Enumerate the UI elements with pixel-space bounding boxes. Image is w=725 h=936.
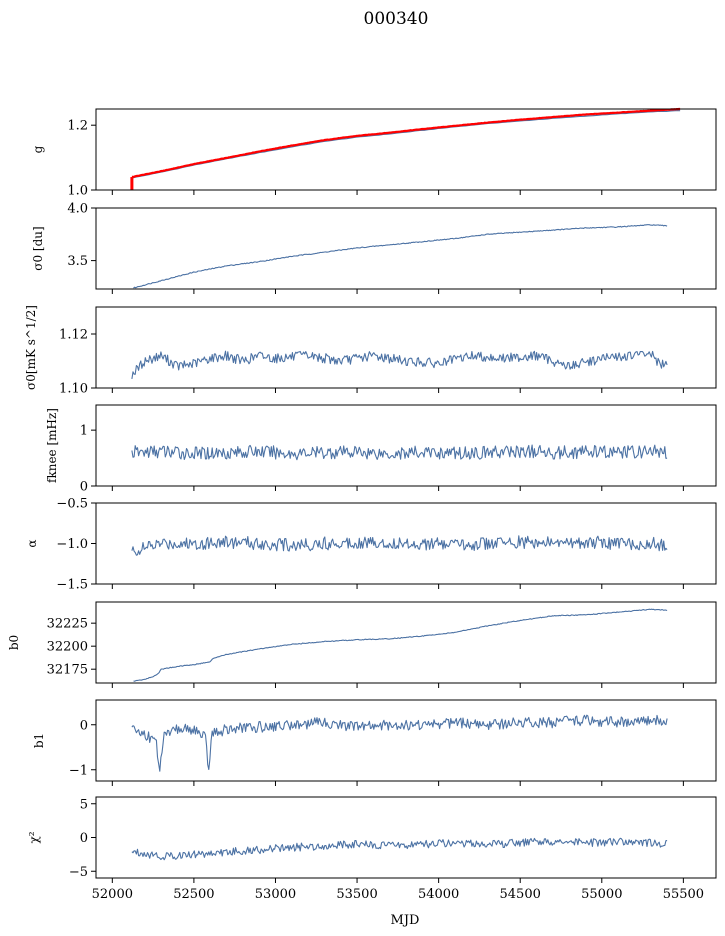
x-tick-label: 54000 bbox=[418, 887, 459, 902]
y-axis-label: σ0 [du] bbox=[31, 226, 45, 270]
x-tick-label: 54500 bbox=[500, 887, 541, 902]
panel-frame bbox=[95, 306, 717, 389]
x-tick-label: 55500 bbox=[663, 887, 704, 902]
panel-2: 3.5 4.0 σ0 [du] bbox=[31, 202, 717, 294]
y-tick-label: −5 bbox=[69, 865, 88, 880]
y-axis-label: b1 bbox=[32, 733, 46, 748]
y-tick-label: 3.5 bbox=[67, 254, 88, 269]
panel-frame bbox=[95, 601, 717, 684]
panel-6: 32175 32200 32225 b0 bbox=[7, 601, 717, 688]
highlight-start-marker bbox=[130, 177, 134, 190]
x-tick-label: 55000 bbox=[581, 887, 622, 902]
y-tick-label: 5 bbox=[80, 797, 88, 812]
panel-1: 1.0 1.2 g bbox=[31, 107, 717, 199]
series-line bbox=[133, 224, 668, 289]
y-tick-label: −0.5 bbox=[56, 497, 88, 512]
y-tick-label: 32175 bbox=[47, 663, 88, 678]
panels-group: 1.0 1.2 g 3.5 4.0 σ0 [du] 1.10 1.12 σ0[mK s^1/2]… bbox=[7, 107, 717, 902]
series-line bbox=[133, 608, 668, 682]
y-tick-label: −1 bbox=[69, 763, 88, 778]
panel-5: −1.5 −1.0 −0.5 α bbox=[25, 497, 717, 593]
y-tick-label: 1 bbox=[80, 424, 88, 439]
series-line-highlight bbox=[131, 107, 681, 178]
series-line bbox=[131, 837, 668, 861]
x-tick-label: 53500 bbox=[336, 887, 377, 902]
y-tick-label: −1.5 bbox=[56, 578, 88, 593]
y-axis-label: σ0[mK s^1/2] bbox=[24, 305, 38, 390]
panel-frame bbox=[95, 108, 717, 191]
y-tick-label: 32225 bbox=[47, 617, 88, 632]
figure-title: 000340 bbox=[364, 9, 429, 29]
panel-3: 1.10 1.12 σ0[mK s^1/2] bbox=[24, 305, 717, 397]
panel-frame bbox=[95, 699, 717, 782]
series-line bbox=[131, 110, 681, 179]
y-axis-label: g bbox=[31, 145, 45, 153]
y-axis-label: α bbox=[25, 539, 39, 547]
y-tick-label: 0 bbox=[80, 480, 88, 495]
panel-7: −1 0 b1 bbox=[32, 699, 717, 786]
y-tick-label: 4.0 bbox=[67, 202, 88, 217]
series-line bbox=[131, 714, 668, 772]
y-tick-label: −1.0 bbox=[56, 537, 88, 552]
panel-4: 0 1 fknee [mHz] bbox=[45, 404, 717, 495]
y-tick-label: 1.0 bbox=[67, 184, 88, 199]
y-axis-label: χ² bbox=[27, 831, 41, 843]
x-tick-label: 53000 bbox=[255, 887, 296, 902]
panel-frame bbox=[95, 207, 717, 290]
y-tick-label: 0 bbox=[80, 718, 88, 733]
y-axis-label: fknee [mHz] bbox=[45, 408, 59, 483]
x-axis-label: MJD bbox=[391, 913, 420, 928]
panel-frame bbox=[95, 796, 717, 879]
series-line bbox=[131, 535, 668, 556]
x-tick-label: 52000 bbox=[92, 887, 133, 902]
series-line bbox=[131, 350, 668, 379]
y-tick-label: 1.12 bbox=[59, 328, 88, 343]
y-axis-label: b0 bbox=[7, 635, 21, 650]
panel-frame bbox=[95, 404, 717, 487]
y-tick-label: 32200 bbox=[47, 640, 88, 655]
y-tick-label: 0 bbox=[80, 831, 88, 846]
panel-8: −5 0 5 52000 52500 53000 53500 54000 54500 55000 5… bbox=[27, 796, 717, 902]
x-tick-label: 52500 bbox=[173, 887, 214, 902]
y-tick-label: 1.10 bbox=[59, 382, 88, 397]
series-line bbox=[131, 444, 668, 461]
y-tick-label: 1.2 bbox=[67, 119, 88, 134]
